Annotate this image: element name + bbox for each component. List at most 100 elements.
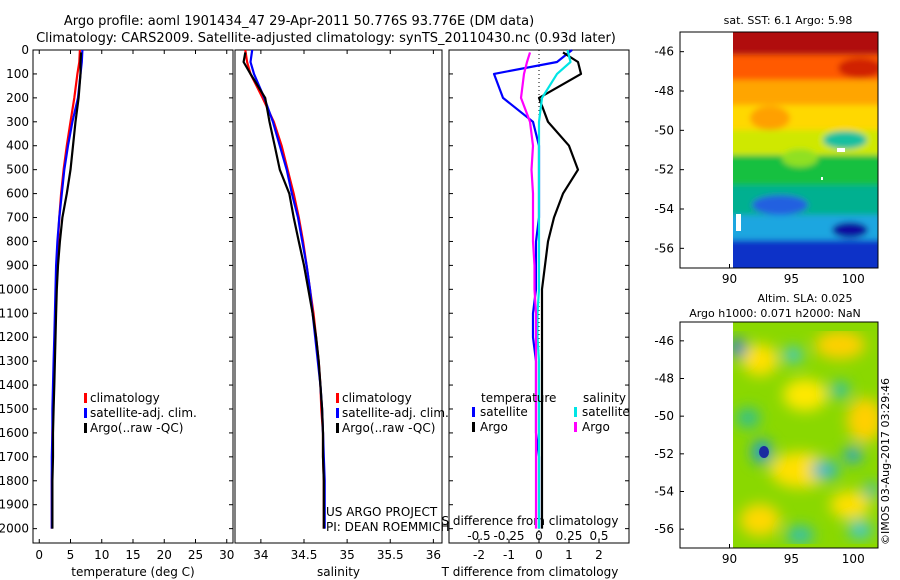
x-tick-label: 25: [188, 548, 203, 562]
y-tick-label: 1500: [0, 402, 29, 416]
sla-map-frame: [679, 321, 879, 549]
y-tick-label: 1000: [0, 282, 29, 296]
x-tick-label: 30: [219, 548, 234, 562]
x-tick-label-salinity: 0.25: [556, 529, 583, 543]
map-y-tick-label: -48: [654, 84, 674, 98]
legend-climatology-label: climatology: [90, 391, 160, 405]
map-x-tick-label: 100: [842, 272, 865, 286]
legend-climatology-label: climatology: [342, 391, 412, 405]
series-line-salinity-argo: [519, 52, 538, 529]
temperature-panel: [32, 49, 234, 544]
map-y-tick-label: -52: [654, 447, 674, 461]
y-tick-label: 2000: [0, 522, 29, 536]
legend-climatology-swatch: [336, 393, 339, 403]
x-tick-label: 35.5: [377, 548, 404, 562]
x-tick-label: 1: [565, 548, 573, 562]
x-tick-label: 10: [94, 548, 109, 562]
x-tick-label: 34: [253, 548, 268, 562]
series-line-argo-raw-qc-: [242, 52, 325, 529]
legend-temp-satellite-label: satellite: [480, 405, 528, 419]
y-tick-label: 1700: [0, 450, 29, 464]
y-tick-label: 500: [6, 163, 29, 177]
map-y-tick-label: -54: [654, 485, 674, 499]
y-tick-label: 100: [6, 67, 29, 81]
series-line-temperature-argo: [537, 51, 583, 529]
salinity-panel: [234, 49, 443, 544]
x-tick-label: 36: [426, 548, 441, 562]
x-tick-label: 0: [535, 548, 543, 562]
sla-map-subtitle: Argo h1000: 0.071 h2000: NaN: [689, 307, 861, 320]
legend-argo-swatch: [336, 423, 339, 433]
figure-title-line1: Argo profile: aoml 1901434_47 29-Apr-201…: [64, 14, 534, 29]
map-x-tick-label: 100: [842, 552, 865, 566]
project-label: US ARGO PROJECT: [326, 505, 438, 519]
legend-temp-argo-label: Argo: [480, 420, 508, 434]
x-axis-label-salinity: S difference from climatology: [442, 514, 619, 528]
x-axis-label: salinity: [317, 565, 360, 579]
x-tick-label: -2: [473, 548, 485, 562]
map-y-tick-label: -50: [654, 409, 674, 423]
y-tick-label: 1800: [0, 474, 29, 488]
map-y-tick-label: -54: [654, 202, 674, 216]
y-tick-label: 1600: [0, 426, 29, 440]
x-tick-label-salinity: 0: [535, 529, 543, 543]
imos-timestamp: ©IMOS 03-Aug-2017 03:29:46: [879, 378, 892, 545]
map-y-tick-label: -52: [654, 163, 674, 177]
x-tick-label: 35: [339, 548, 354, 562]
sla-map-title: Altim. SLA: 0.025: [757, 292, 852, 305]
map-x-tick-label: 95: [784, 552, 799, 566]
sst-map-image: [733, 32, 878, 268]
y-tick-label: 700: [6, 211, 29, 225]
map-x-tick-label: 90: [722, 272, 737, 286]
x-tick-label-salinity: 0.5: [589, 529, 608, 543]
y-tick-label: 400: [6, 139, 29, 153]
x-axis-label: T difference from climatology: [441, 565, 619, 579]
legend-argo-label: Argo(..raw -QC): [90, 421, 183, 435]
legend-sal-argo-label: Argo: [582, 420, 610, 434]
legend-temp-argo-swatch: [472, 422, 475, 432]
y-tick-label: 200: [6, 91, 29, 105]
salinity-legend: climatology satellite-adj. clim. Argo(..…: [326, 391, 449, 534]
y-tick-label: 1900: [0, 498, 29, 512]
legend-satellite-label: satellite-adj. clim.: [90, 406, 197, 420]
map-y-tick-label: -50: [654, 123, 674, 137]
y-tick-label: 1200: [0, 330, 29, 344]
sst-map-title: sat. SST: 6.1 Argo: 5.98: [724, 14, 853, 27]
legend-argo-label: Argo(..raw -QC): [342, 421, 435, 435]
map-y-tick-label: -46: [654, 45, 674, 59]
map-y-tick-label: -56: [654, 241, 674, 255]
x-tick-label: 2: [595, 548, 603, 562]
y-tick-label: 0: [21, 43, 29, 57]
map-y-tick-label: -46: [654, 334, 674, 348]
sla-map-image: [733, 322, 878, 548]
y-tick-label: 800: [6, 234, 29, 248]
series-line-argo-raw-qc-: [51, 52, 83, 529]
map-y-tick-label: -56: [654, 522, 674, 536]
y-tick-label: 300: [6, 115, 29, 129]
difference-legend: temperature salinity satellite Argo sate…: [472, 391, 630, 434]
y-tick-label: 1100: [0, 306, 29, 320]
x-tick-label: 15: [125, 548, 140, 562]
x-tick-label: -1: [503, 548, 515, 562]
legend-salinity-title: salinity: [583, 391, 626, 405]
x-tick-label: 20: [157, 548, 172, 562]
y-tick-label: 1400: [0, 378, 29, 392]
legend-climatology-swatch: [84, 393, 87, 403]
map-x-tick-label: 95: [784, 272, 799, 286]
x-tick-label: 5: [67, 548, 75, 562]
temperature-legend: climatology satellite-adj. clim. Argo(..…: [84, 391, 197, 435]
x-axis-label: temperature (deg C): [71, 565, 194, 579]
figure-title-line2: Climatology: CARS2009. Satellite-adjuste…: [36, 31, 616, 46]
x-tick-label-salinity: -0.25: [493, 529, 524, 543]
sst-map-frame: [679, 31, 879, 269]
x-tick-label: 34.5: [291, 548, 318, 562]
legend-sal-satellite-label: satellite: [582, 405, 630, 419]
x-tick-label: 0: [35, 548, 43, 562]
legend-satellite-swatch: [336, 408, 339, 418]
legend-satellite-swatch: [84, 408, 87, 418]
legend-sal-satellite-swatch: [574, 407, 577, 417]
y-tick-label: 900: [6, 258, 29, 272]
series-line-salinity-satellite: [536, 49, 572, 529]
chart-layer: 0100200300400500600700800900100011001200…: [0, 43, 865, 579]
